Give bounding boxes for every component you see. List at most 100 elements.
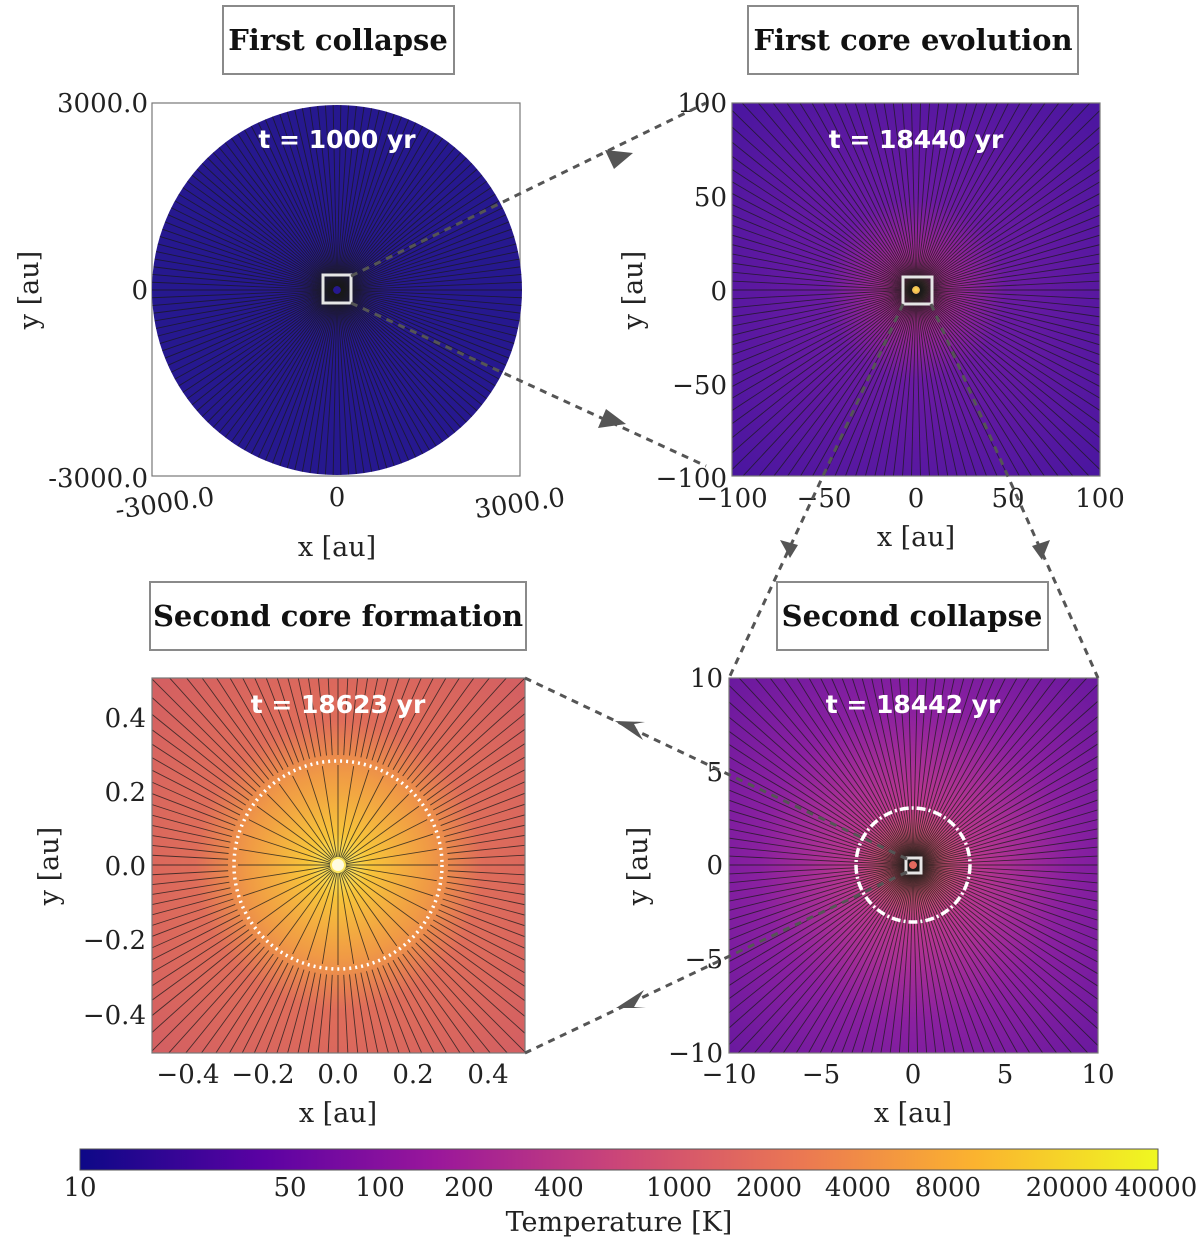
panel3-streamline	[916, 865, 1098, 931]
panel1-streamline	[152, 289, 334, 307]
panel4-inner-streamline	[278, 783, 334, 859]
panel4-ytick-0.2: 0.2	[105, 778, 146, 808]
panel4-inner-streamline	[242, 867, 331, 897]
panel2-streamline	[732, 204, 913, 289]
panel3-time-label: t = 18442 yr	[826, 690, 1001, 719]
panel2-streamline	[902, 293, 917, 476]
panel1-streamline	[339, 292, 465, 432]
panel4-streamline	[406, 950, 491, 1053]
panel2-ytick-50: 50	[694, 183, 727, 213]
panel4-streamline	[152, 876, 229, 886]
panel1-streamline	[336, 105, 358, 287]
panel2-streamline	[919, 271, 1100, 291]
panel4-inner-streamline	[345, 848, 437, 865]
panel4-streamline	[152, 919, 243, 973]
panel2-streamline	[919, 168, 1100, 289]
panel1-streamline	[221, 292, 335, 442]
panel3-streamline	[889, 678, 913, 862]
panel2-streamline	[911, 293, 917, 476]
panel1-streamline	[255, 117, 336, 287]
panel4-streamline	[377, 967, 411, 1053]
panel2-streamline	[732, 234, 913, 290]
panel4-inner-streamline	[342, 871, 398, 947]
panel4-streamline	[402, 953, 476, 1053]
panel1-streamline	[340, 289, 522, 299]
panel1-streamline	[340, 290, 522, 338]
panel4-xtick-neg0.2: −0.2	[231, 1060, 294, 1090]
panel3-streamline	[916, 866, 1098, 987]
panel1-streamline	[337, 293, 374, 475]
panel3-streamline	[914, 868, 1007, 1053]
panel3-streamline	[729, 865, 910, 893]
panel3-streamline	[916, 865, 1098, 893]
panel1-streamline	[152, 289, 334, 299]
panel2-streamline	[919, 289, 1100, 300]
panel2-streamline	[844, 293, 916, 476]
panel3-streamline	[729, 730, 911, 864]
panel1-streamline	[174, 291, 334, 389]
panel1-streamline	[337, 293, 366, 475]
panel4-inner-streamline	[248, 819, 332, 862]
panel1-xtick-mid: 0	[329, 483, 346, 513]
panel2-streamline	[732, 290, 913, 336]
panel3-streamline	[913, 678, 985, 862]
panel1-title: First collapse	[228, 23, 448, 57]
panel2-streamline	[732, 291, 914, 425]
panel3-xlabel: x [au]	[874, 1098, 952, 1129]
panel4-streamline	[440, 904, 525, 938]
panel2-streamline	[919, 204, 1100, 289]
panel3-streamline	[915, 678, 1088, 863]
panel4-streamline	[446, 834, 525, 849]
panel2-streamline	[918, 292, 1074, 476]
panel1-streamline	[308, 293, 337, 475]
panel4-streamline	[152, 893, 232, 916]
zoom-arrows	[350, 101, 1100, 1055]
panel1-ytick-bottom: -3000.0	[48, 464, 148, 494]
panel2-streamline	[918, 103, 1075, 288]
panel4-streamline	[360, 972, 379, 1053]
panel4-streamline	[152, 814, 232, 837]
panel1-streamline	[316, 293, 338, 475]
panel1-streamline	[338, 121, 426, 287]
panel3-streamline	[851, 868, 913, 1053]
panel3-streamline	[898, 868, 914, 1053]
arrow-p1-to-p2-top	[350, 101, 707, 278]
panel4-inner-streamline	[278, 871, 334, 947]
panel4-streamline	[215, 957, 279, 1053]
panel2-streamline	[916, 293, 958, 476]
panel2-streamline	[918, 292, 1100, 471]
panel1-streamline	[337, 111, 404, 287]
panel2-streamline	[916, 293, 949, 476]
panel1-streamline	[277, 109, 337, 287]
panel4-streamline	[152, 793, 236, 826]
panel1-streamline	[228, 133, 336, 287]
panel4-streamline	[229, 678, 284, 770]
arrow-p3-to-p4-top	[524, 676, 908, 861]
panel4-streamline	[382, 678, 422, 765]
panel1-streamline	[178, 291, 334, 396]
panel4-streamline	[360, 678, 379, 758]
panel3-streamline	[754, 678, 911, 863]
panel3-streamline	[916, 865, 1098, 912]
panel2-streamline	[732, 280, 913, 291]
panel4-streamline	[415, 942, 525, 1053]
panel4-streamline	[343, 974, 349, 1053]
panel4-streamline	[430, 743, 525, 806]
panel4-streamline	[426, 929, 525, 1002]
panel3-streamline	[916, 743, 1098, 864]
panel2-xtick-0: 0	[908, 484, 925, 514]
panel4-inner-streamline	[321, 766, 338, 858]
panel3-streamline	[880, 868, 913, 1053]
panel3-streamline	[753, 867, 911, 1053]
panel3-xtick-neg5: −5	[802, 1060, 840, 1090]
panel1-streamline	[308, 105, 337, 287]
panel2-streamline	[918, 141, 1100, 288]
panel3-streamline	[916, 865, 1098, 902]
panel1-streamline	[337, 105, 381, 287]
panel1-streamline	[183, 177, 335, 289]
panel2-streamline	[823, 103, 915, 287]
panel4-xtick-0.2: 0.2	[392, 1060, 433, 1090]
panel3-streamline	[729, 864, 910, 884]
panel3-streamline	[916, 799, 1098, 865]
colorbar-label: Temperature [K]	[506, 1207, 733, 1238]
